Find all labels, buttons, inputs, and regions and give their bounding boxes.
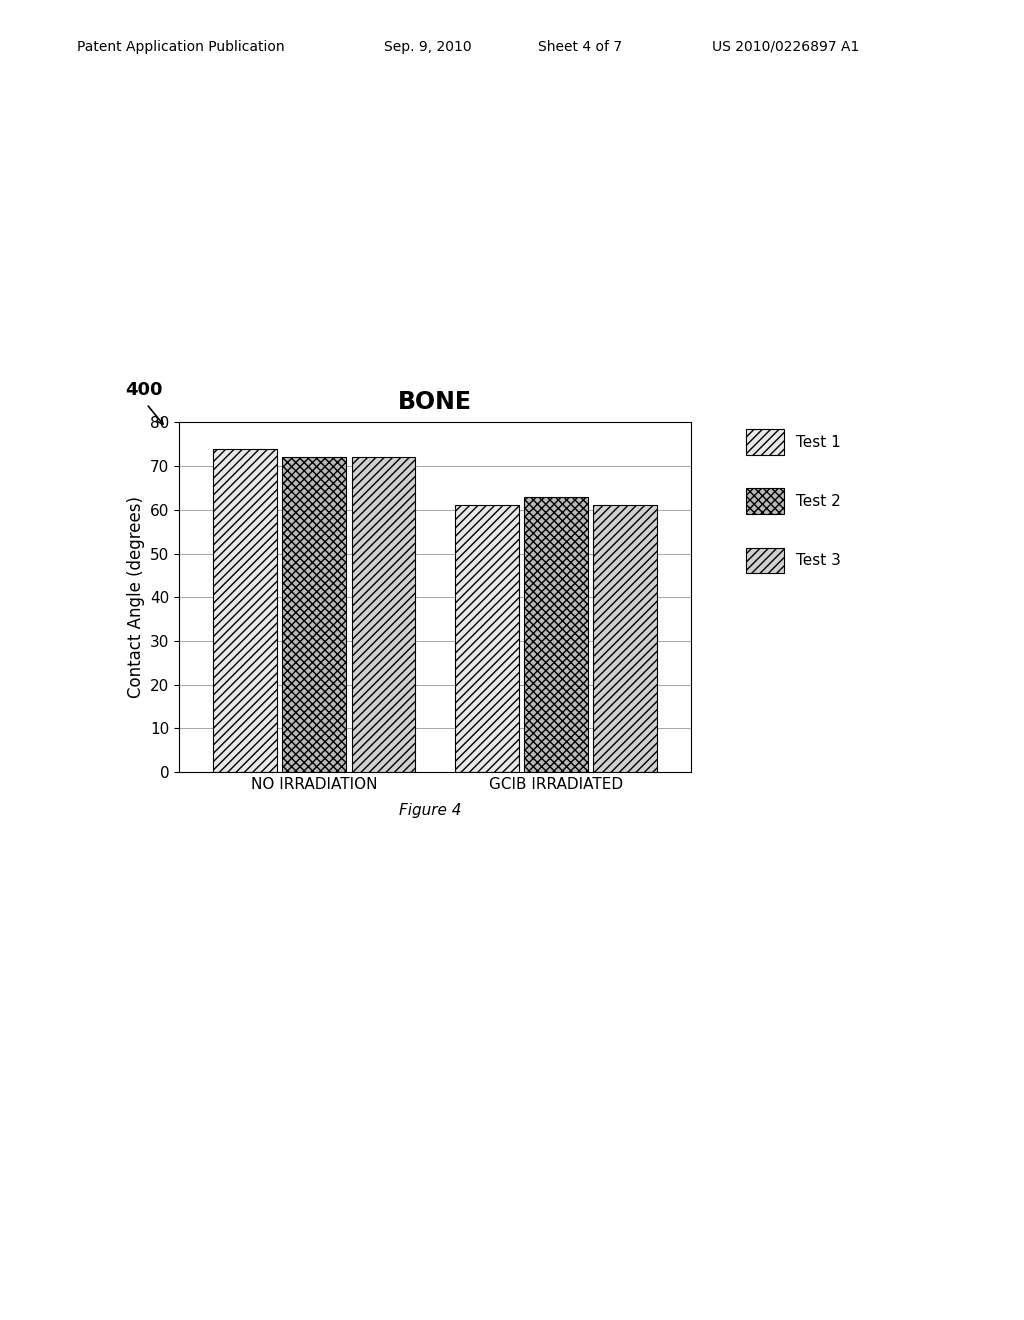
Legend: Test 1, Test 2, Test 3: Test 1, Test 2, Test 3 xyxy=(739,422,847,579)
Text: Sheet 4 of 7: Sheet 4 of 7 xyxy=(538,40,622,54)
Bar xyxy=(283,458,346,772)
Text: Figure 4: Figure 4 xyxy=(398,803,462,817)
Bar xyxy=(456,506,519,772)
Title: BONE: BONE xyxy=(398,389,472,413)
Bar xyxy=(351,458,415,772)
Bar xyxy=(213,449,276,772)
Text: 400: 400 xyxy=(125,380,163,399)
Y-axis label: Contact Angle (degrees): Contact Angle (degrees) xyxy=(127,496,144,698)
Bar xyxy=(594,506,657,772)
Bar xyxy=(524,496,588,772)
Text: Patent Application Publication: Patent Application Publication xyxy=(77,40,285,54)
Text: US 2010/0226897 A1: US 2010/0226897 A1 xyxy=(712,40,859,54)
Text: Sep. 9, 2010: Sep. 9, 2010 xyxy=(384,40,472,54)
